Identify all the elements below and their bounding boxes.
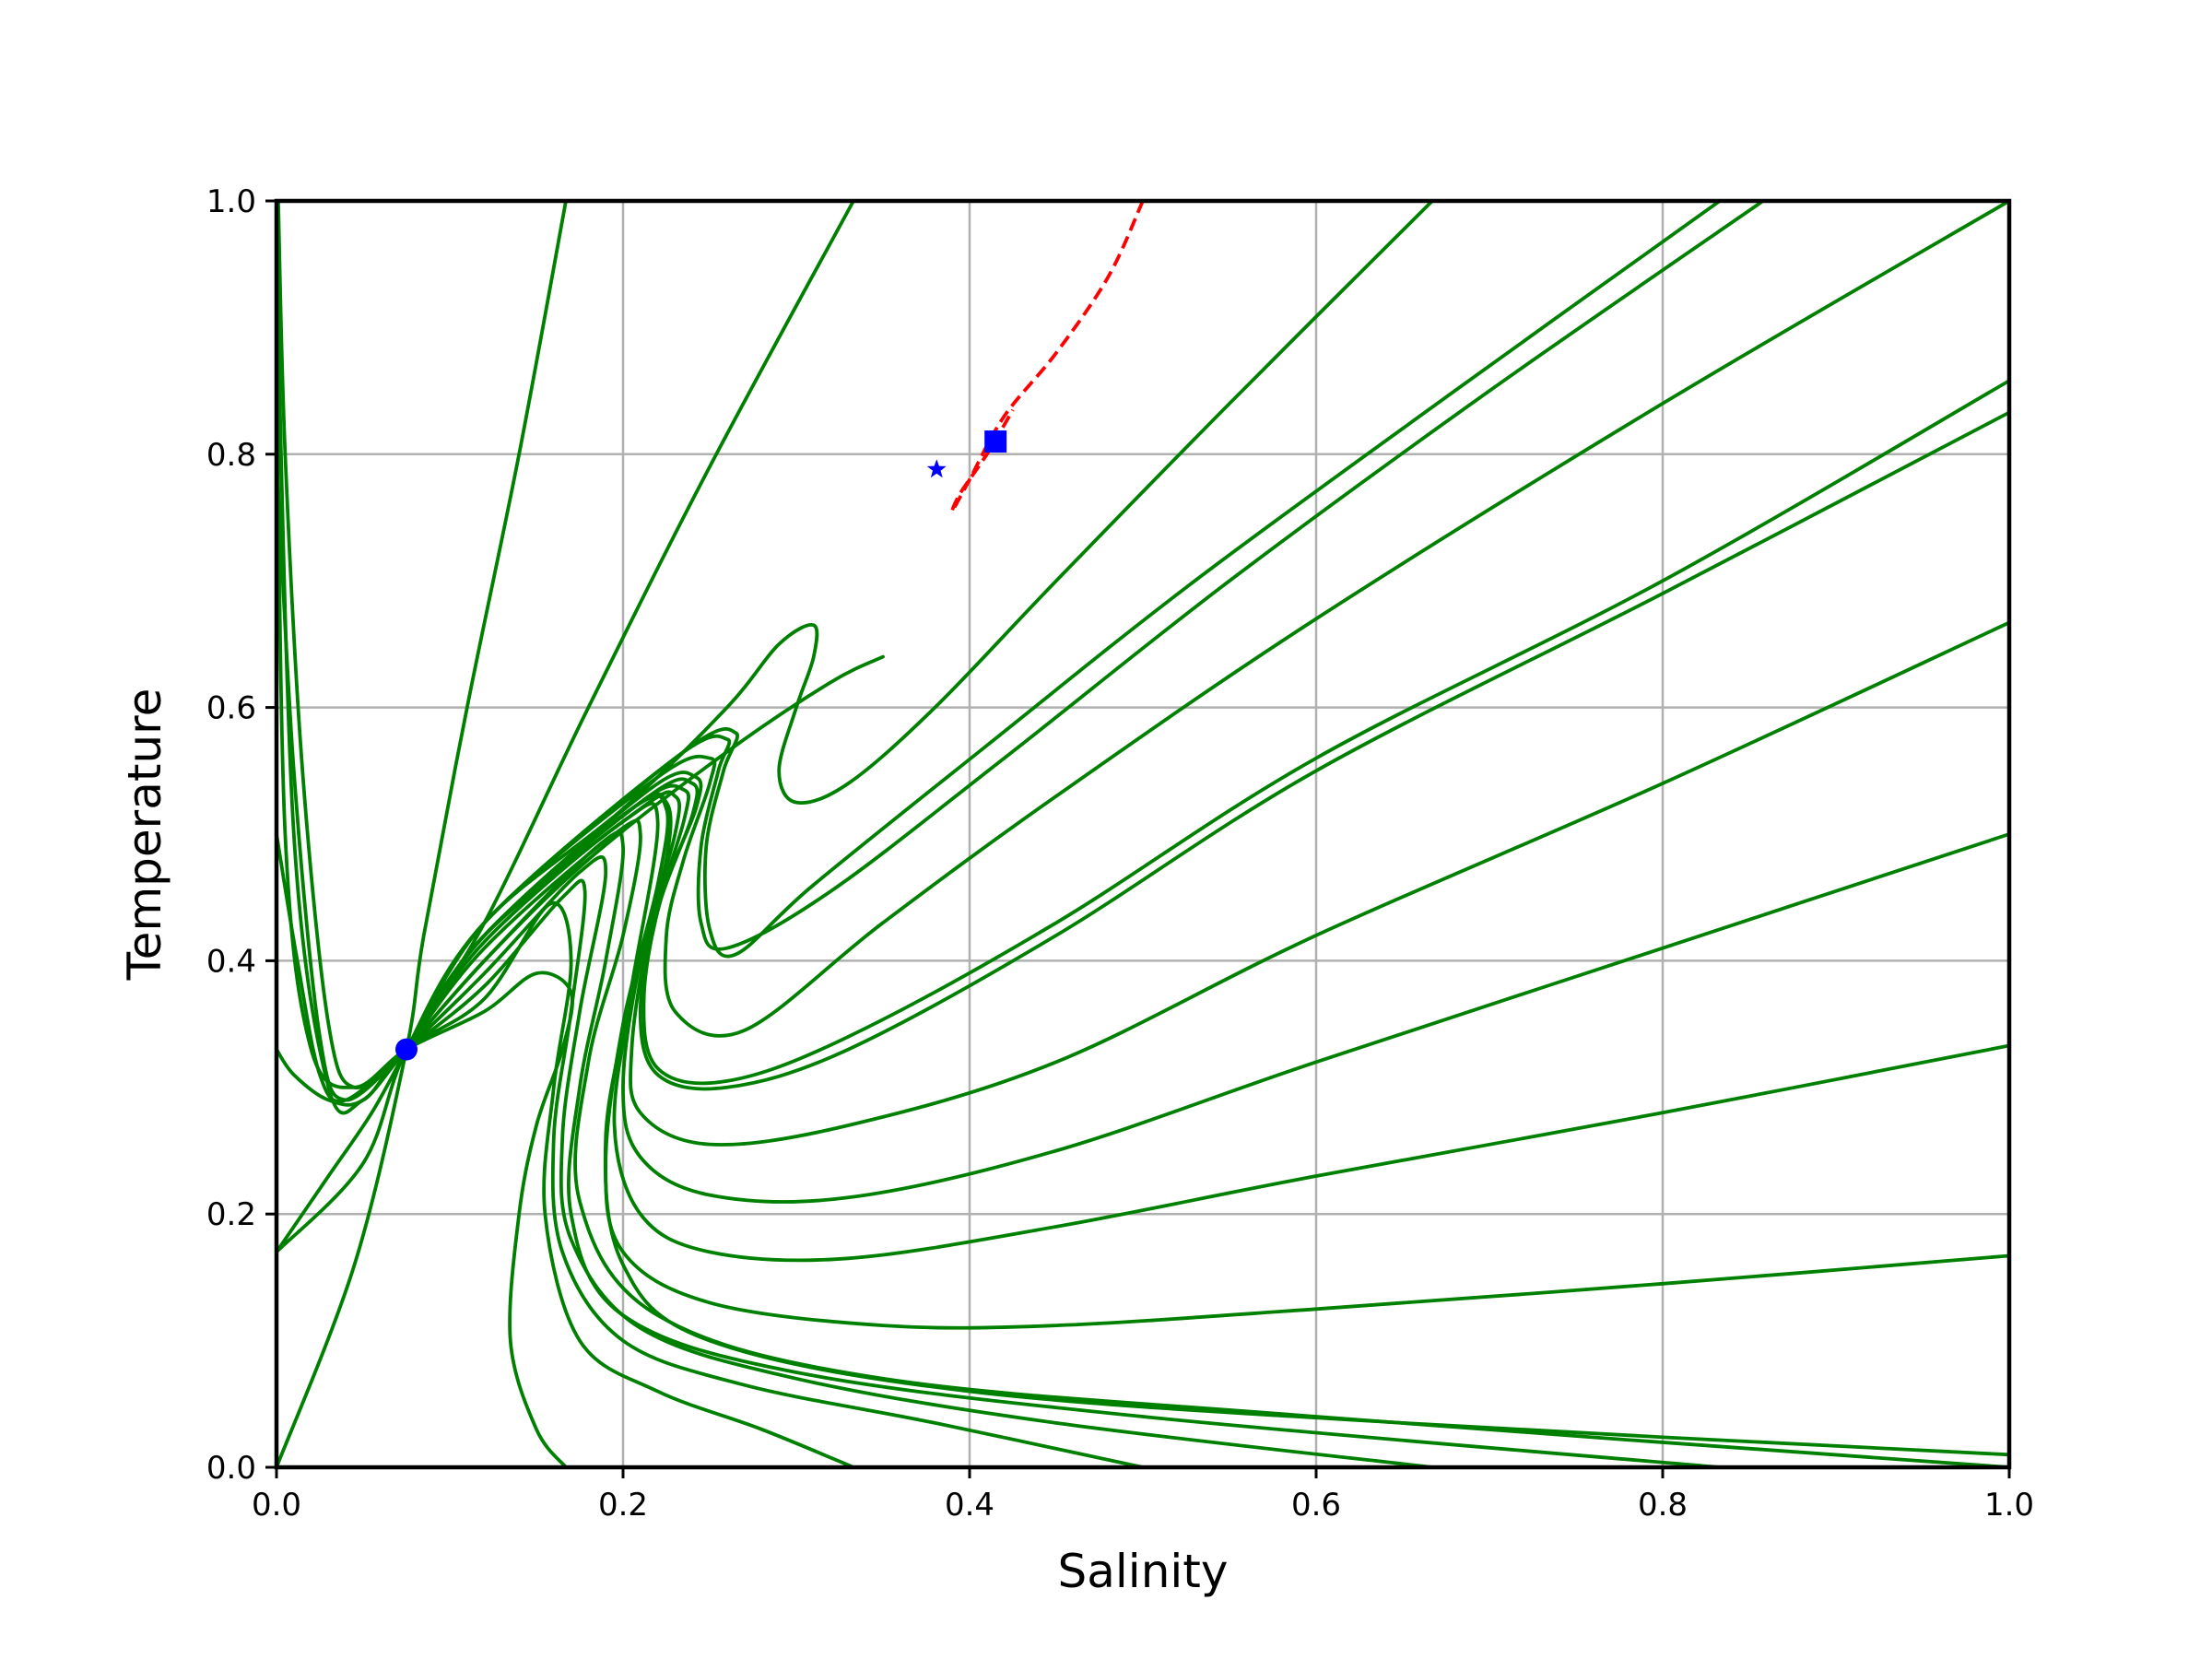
trajectory-line-21	[276, 201, 408, 1089]
x-axis-label: Salinity	[1058, 1545, 1229, 1598]
trajectory-line-17	[405, 201, 1434, 1052]
x-tick-label: 0.0	[252, 1487, 301, 1524]
y-tick-label: 0.2	[206, 1196, 256, 1233]
x-tick-label: 0.2	[598, 1487, 648, 1524]
x-tick-label: 1.0	[1984, 1487, 2034, 1524]
x-tick-label: 0.8	[1638, 1487, 1688, 1524]
trajectory-line-1	[276, 325, 574, 1467]
trajectory-line-4	[405, 855, 1434, 1467]
trajectory-line-24	[276, 1047, 408, 1254]
y-tick-label: 1.0	[206, 183, 256, 220]
y-tick-label: 0.8	[206, 437, 256, 474]
y-axis-label: Temperature	[118, 688, 171, 982]
trajectory-line-6	[405, 818, 2009, 1467]
trajectory-line-9	[405, 792, 2009, 1263]
trajectory-line-13	[405, 379, 2009, 1086]
trajectory-line-16	[405, 201, 1722, 1052]
trajectory-line-10	[405, 790, 2009, 1204]
trajectory-line-18	[276, 201, 855, 1254]
star-marker	[926, 459, 947, 478]
ellipse-curve	[949, 201, 1145, 513]
square-marker	[984, 430, 1007, 453]
red-dashed-ellipse	[949, 201, 1145, 513]
plot-frame	[274, 198, 2012, 1470]
trajectory-line-23	[276, 832, 408, 1103]
trajectory-line-22	[276, 452, 408, 1102]
x-tick-label: 0.4	[945, 1487, 994, 1524]
trajectory-line-12	[405, 410, 2009, 1091]
markers	[395, 430, 1007, 1061]
y-tick-label: 0.4	[206, 943, 256, 980]
x-tick-label: 0.6	[1291, 1487, 1341, 1524]
y-ticks: 0.0 0.2 0.4 0.6 0.8 1.0	[206, 183, 276, 1487]
trajectory-line-19	[276, 201, 568, 1467]
y-tick-label: 0.0	[206, 1450, 256, 1487]
trajectory-line-11	[405, 620, 2009, 1147]
trajectory-line-20	[276, 654, 885, 1107]
trajectory-line-15	[405, 201, 1765, 1052]
trajectory-line-3	[405, 878, 1145, 1467]
trajectory-line-7	[405, 801, 2009, 1457]
circle-marker	[395, 1038, 418, 1061]
trajectory-lines	[276, 201, 2009, 1467]
x-ticks: 0.0 0.2 0.4 0.6 0.8 1.0	[252, 1467, 2034, 1524]
y-tick-label: 0.6	[206, 690, 256, 727]
